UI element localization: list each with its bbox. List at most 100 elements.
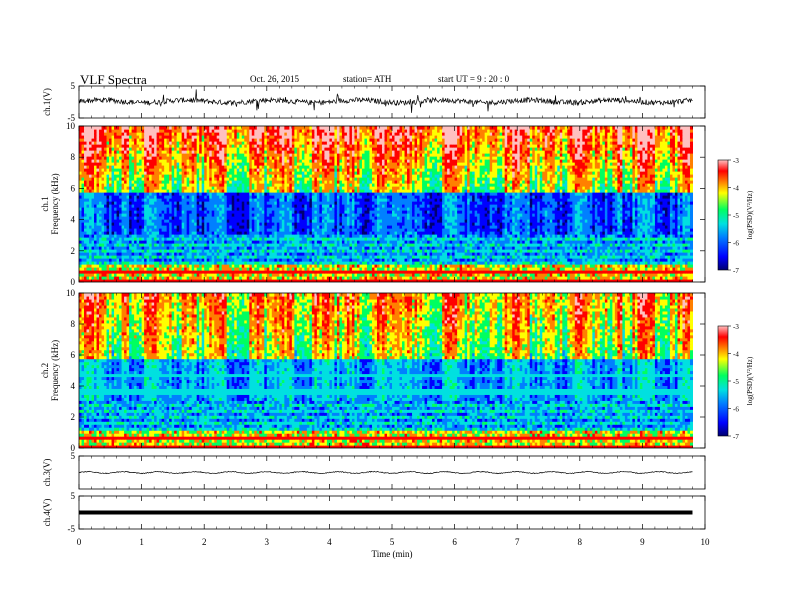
ch1-spectrogram-cell xyxy=(214,276,218,280)
ch1-spectrogram-cell xyxy=(674,252,679,256)
ch1-spectrogram-cell xyxy=(151,273,155,277)
ch1-spectrogram-cell xyxy=(612,258,616,262)
ch1-spectrogram-cell xyxy=(369,267,373,271)
ch1-spectrogram-cell xyxy=(169,249,173,253)
ch1-spectrogram-cell xyxy=(464,279,468,282)
ch1-spectrogram-cell xyxy=(366,243,371,247)
ch1-spectrogram-cell xyxy=(359,252,363,256)
ch1-spectrogram-cell xyxy=(624,240,628,244)
ch1-spectrogram-cell xyxy=(351,267,356,271)
ch1-spectrogram-cell xyxy=(624,267,628,271)
ch1-spectrogram-cell xyxy=(321,243,325,247)
ch1-spectrogram-cell xyxy=(612,237,616,241)
ch1-spectrogram-cell xyxy=(381,267,386,271)
ch1-spectrogram-cell xyxy=(487,252,491,256)
ch1-spectrogram-cell xyxy=(219,237,223,241)
ch1-spectrogram-cell xyxy=(459,276,463,280)
ch1-spectrogram-cell xyxy=(161,279,165,282)
ch1-spectrogram-cell xyxy=(134,249,138,253)
ch1-spectrogram-cell xyxy=(136,279,140,282)
ch1-spectrogram-cell xyxy=(414,240,418,244)
ch1-spectrogram-cell xyxy=(161,237,165,241)
ch1-spectrogram-cell xyxy=(647,273,651,277)
ch1-spectrogram-cell xyxy=(219,252,223,256)
ch1-spectrogram-cell xyxy=(624,261,628,265)
ch1-spectrogram-cell xyxy=(331,267,335,271)
ch1-spectrogram-cell xyxy=(502,246,506,250)
ch1-spectrogram-cell xyxy=(184,273,188,277)
ch1-spectrogram-cell xyxy=(524,264,528,268)
ch1-spectrogram-cell xyxy=(364,243,368,247)
ch1-spectrogram-cell xyxy=(389,264,393,268)
ch1-spectrogram-cell xyxy=(274,261,278,265)
ch1-spectrogram-cell xyxy=(219,267,223,271)
ch1-spectrogram-cell xyxy=(376,252,381,256)
ch1-spectrogram-cell xyxy=(517,273,521,277)
ch1-spectrogram-cell xyxy=(597,264,601,268)
ch1-spectrogram-cell xyxy=(414,255,418,259)
ch1-spectrogram-cell xyxy=(579,273,583,277)
ch1-spectrogram-cell xyxy=(569,267,573,271)
ch1-spectrogram-cell xyxy=(637,276,641,280)
ch1-spectrogram-cell xyxy=(684,273,689,277)
ch1-spectrogram-cell xyxy=(577,255,581,259)
ch1-spectrogram-cell xyxy=(617,279,621,282)
ch1-spectrogram-cell xyxy=(164,246,168,250)
ch1-spectrogram-cell xyxy=(414,252,418,256)
ch1-spectrogram-cell xyxy=(254,243,258,247)
ch1-spectrogram-cell xyxy=(369,261,373,265)
ch1-spectrogram-cell xyxy=(121,279,125,282)
ch1-spectrogram-cell xyxy=(432,237,436,241)
ch1-spectrogram-cell xyxy=(417,264,421,268)
ch1-spectrogram-cell xyxy=(529,273,533,277)
ch1-spectrogram-cell xyxy=(624,279,628,282)
ch1-spectrogram-cell xyxy=(462,258,466,262)
ch1-spectrogram-cell xyxy=(206,279,210,282)
ch1-spectrogram-cell xyxy=(549,276,553,280)
ch1-spectrogram-cell xyxy=(539,273,543,277)
ch1-spectrogram-cell xyxy=(199,255,203,259)
ch1-spectrogram-cell xyxy=(291,279,295,282)
ch1-spectrogram-cell xyxy=(189,276,193,280)
ch1-spectrogram-cell xyxy=(366,279,371,282)
ch1-spectrogram-cell xyxy=(351,246,356,250)
ch1-spectrogram-cell xyxy=(449,261,453,265)
ch1-spectrogram-cell xyxy=(594,273,598,277)
ch1-spectrogram-cell xyxy=(432,270,436,274)
ch1-spectrogram-cell xyxy=(472,264,476,268)
ch1-spectrogram-cell xyxy=(579,237,583,241)
ch1-spectrogram-cell xyxy=(171,237,175,241)
ch1-spectrogram-cell xyxy=(507,258,511,262)
ch1-spectrogram-cell xyxy=(326,279,330,282)
ch1-spectrogram-cell xyxy=(84,279,88,282)
ch1-spectrogram-cell xyxy=(214,279,218,282)
ch1-spectrogram-cell xyxy=(156,249,160,253)
ch1-spectrogram-cell xyxy=(106,255,110,259)
ch1-spectrogram-cell xyxy=(384,276,388,280)
ch1-spectrogram-cell xyxy=(509,246,513,250)
ch1-spectrogram-cell xyxy=(617,249,621,253)
ch1-spectrogram-cell xyxy=(264,273,268,277)
ch1-spectrogram-cell xyxy=(119,261,123,265)
ch1-spectrogram-cell xyxy=(474,279,478,282)
ch1-spectrogram-cell xyxy=(269,258,273,262)
ch1-spectrogram-cell xyxy=(684,267,689,271)
ch1-spectrogram-cell xyxy=(497,273,501,277)
ch1-spectrogram-cell xyxy=(474,255,478,259)
ch1-spectrogram-cell xyxy=(547,276,551,280)
ch1-spectrogram-cell xyxy=(369,237,373,241)
ch1-spectrogram-cell xyxy=(239,258,243,262)
ch1-spectrogram-cell xyxy=(542,261,546,265)
ch1-spectrogram-cell xyxy=(492,267,496,271)
ch1-spectrogram-cell xyxy=(131,255,135,259)
ch1-spectrogram-cell xyxy=(124,267,128,271)
ch1-spectrogram-cell xyxy=(249,270,253,274)
ch1-spectrogram-cell xyxy=(104,273,108,277)
ch1-spectrogram-cell xyxy=(474,249,478,253)
ch1-spectrogram-cell xyxy=(652,276,656,280)
ch1-spectrogram-cell xyxy=(316,252,320,256)
ch1-spectrogram-cell xyxy=(124,264,128,268)
ch1-spectrogram-cell xyxy=(497,258,501,262)
ch1-spectrogram-cell xyxy=(261,246,265,250)
ch1-spectrogram-cell xyxy=(559,261,563,265)
